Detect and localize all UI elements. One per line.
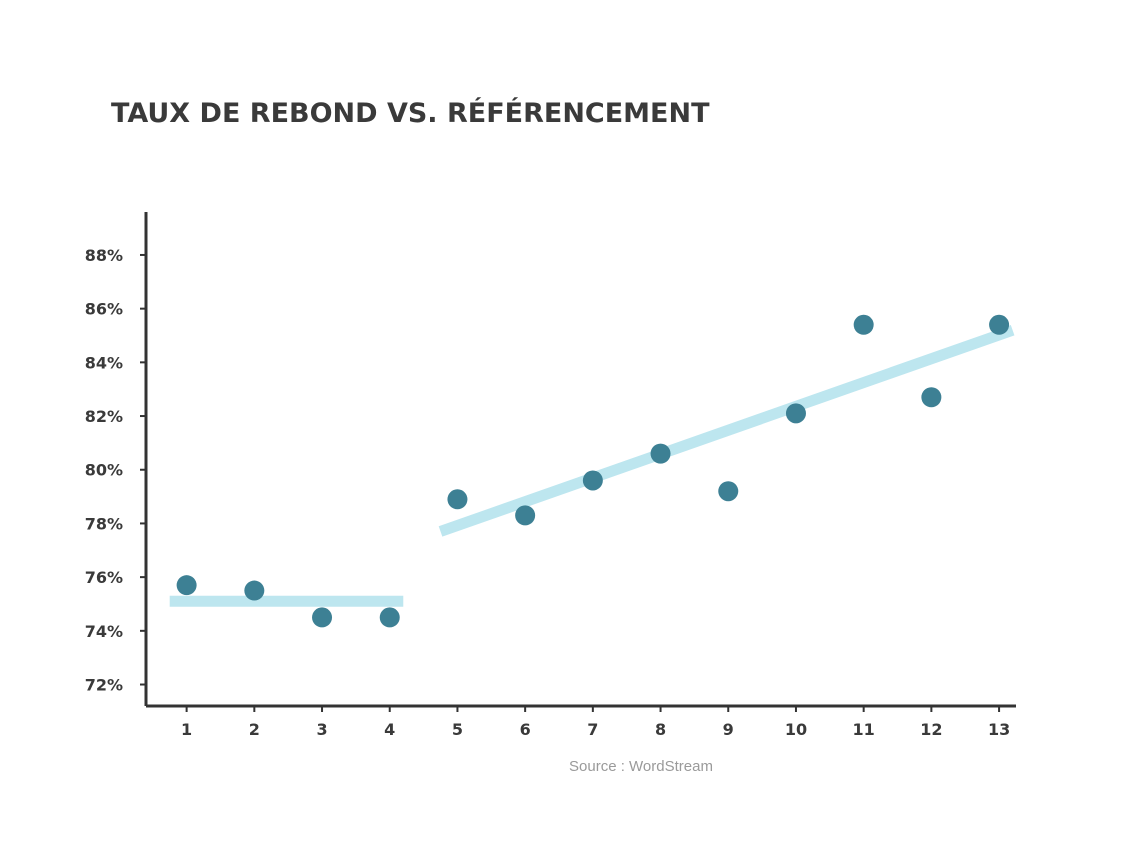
y-tick-label: 78% [85, 514, 123, 533]
data-point [921, 387, 942, 408]
x-tick-label: 1 [181, 720, 192, 739]
x-tick-label: 5 [452, 720, 463, 739]
x-tick-label: 8 [655, 720, 666, 739]
data-point [582, 470, 603, 491]
data-point [718, 481, 739, 502]
y-ticks: 72% 74% 76% 78% 80% 82% 84% 86% 88% [85, 246, 146, 695]
source-note: Source : WordStream [569, 758, 713, 775]
data-points [176, 314, 1010, 628]
y-tick-label: 76% [85, 568, 123, 587]
y-tick-label: 82% [85, 407, 123, 426]
data-point [650, 443, 671, 464]
chart-title: TAUX DE REBOND VS. RÉFÉRENCEMENT [111, 97, 710, 129]
x-tick-label: 10 [785, 720, 807, 739]
axes [144, 212, 1016, 708]
data-point [515, 505, 536, 526]
data-point [447, 489, 468, 510]
x-ticks: 1 2 3 4 5 6 7 8 9 10 11 12 13 [181, 706, 1010, 739]
data-point [312, 607, 333, 628]
y-tick-label: 86% [85, 300, 123, 319]
x-tick-label: 2 [249, 720, 260, 739]
x-tick-label: 4 [384, 720, 395, 739]
y-tick-label: 84% [85, 353, 123, 372]
y-tick-label: 72% [85, 676, 123, 695]
trendline-2 [438, 324, 1015, 537]
x-tick-label: 12 [920, 720, 942, 739]
data-point [785, 403, 806, 424]
data-point [989, 314, 1010, 335]
data-point [853, 314, 874, 335]
y-tick-label: 74% [85, 622, 123, 641]
x-tick-label: 11 [853, 720, 875, 739]
x-tick-label: 7 [587, 720, 598, 739]
x-tick-label: 9 [723, 720, 734, 739]
x-tick-label: 13 [988, 720, 1010, 739]
trendlines [169, 324, 1015, 607]
data-point [244, 580, 265, 601]
x-tick-label: 3 [316, 720, 327, 739]
y-tick-label: 88% [85, 246, 123, 265]
x-tick-label: 6 [520, 720, 531, 739]
data-point [176, 575, 197, 596]
data-point [379, 607, 400, 628]
y-tick-label: 80% [85, 461, 123, 480]
